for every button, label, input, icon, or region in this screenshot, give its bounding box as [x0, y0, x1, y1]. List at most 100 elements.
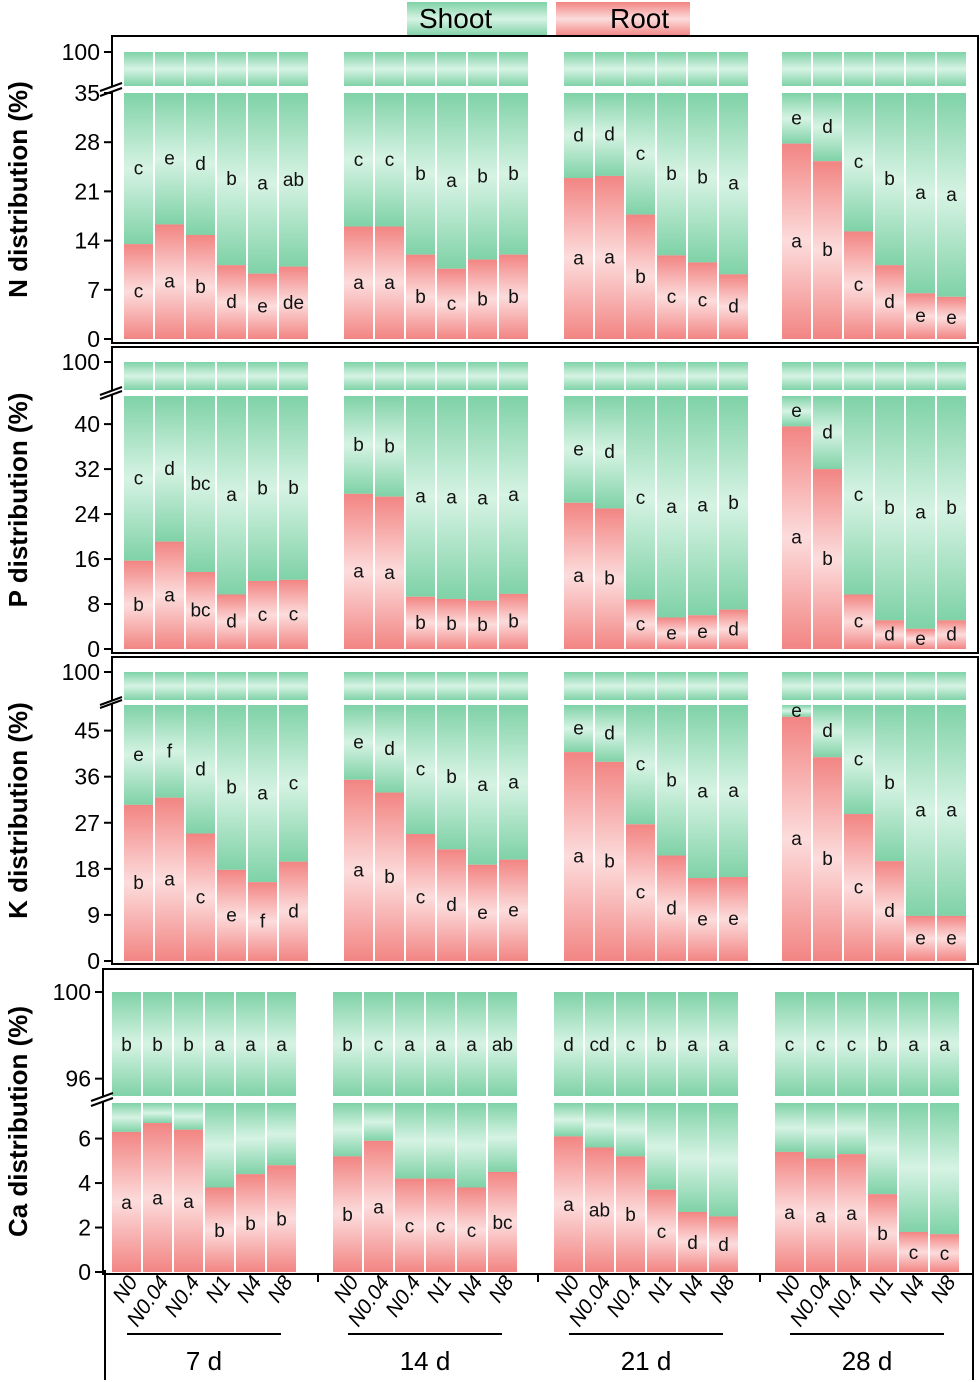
- x-category-label: N0.4: [602, 1272, 646, 1322]
- root-sig-letter: d: [226, 292, 237, 313]
- root-sig-letter: b: [195, 277, 206, 298]
- shoot-sig-letter: b: [384, 436, 395, 457]
- bar-shoot: [437, 705, 466, 850]
- time-point-label: 14 d: [400, 1346, 451, 1376]
- bar-shoot: [626, 705, 655, 825]
- bar-shoot-upper: [248, 52, 277, 86]
- root-sig-letter: c: [258, 605, 268, 626]
- bar-shoot: [186, 93, 215, 235]
- shoot-sig-letter: a: [214, 1035, 225, 1056]
- shoot-sig-letter: a: [415, 486, 426, 507]
- shoot-sig-letter: a: [508, 485, 519, 506]
- bar-root: [844, 594, 873, 649]
- y-tick-label: 100: [62, 349, 100, 375]
- bar-root: [406, 596, 435, 649]
- root-sig-letter: e: [697, 622, 708, 643]
- shoot-sig-letter: a: [477, 488, 488, 509]
- bar-root: [906, 628, 935, 649]
- bar-shoot-upper: [937, 672, 966, 700]
- root-sig-letter: a: [573, 847, 584, 868]
- shoot-sig-letter: b: [257, 478, 268, 499]
- root-sig-letter: d: [884, 901, 895, 922]
- y-tick-label: 100: [53, 979, 91, 1005]
- bar-shoot-upper: [813, 362, 842, 390]
- bar-root: [688, 615, 717, 649]
- bar-shoot-upper: [437, 672, 466, 700]
- shoot-sig-letter: a: [915, 183, 926, 204]
- bar-root: [468, 259, 497, 339]
- shoot-sig-letter: c: [416, 760, 426, 781]
- shoot-sig-letter: b: [666, 770, 677, 791]
- bar-shoot: [719, 93, 748, 275]
- time-point-label: 7 d: [186, 1346, 222, 1376]
- bar-root: [709, 1216, 738, 1272]
- bar-root: [217, 594, 246, 649]
- shoot-sig-letter: a: [466, 1035, 477, 1056]
- x-category-label: N0.4: [381, 1272, 425, 1322]
- axis-break-slash: [99, 699, 123, 709]
- shoot-sig-letter: b: [288, 478, 299, 499]
- bar-shoot: [248, 93, 277, 274]
- bar-shoot-upper: [186, 362, 215, 390]
- bar-root: [124, 560, 153, 649]
- shoot-sig-letter: c: [374, 1035, 384, 1056]
- legend-swatch-root: [556, 2, 690, 36]
- bar-shoot: [155, 396, 184, 542]
- shoot-sig-letter: a: [687, 1035, 698, 1056]
- panel-p: bcadbcbcdacbcbababbabababaaebdcceaeadbae…: [3, 346, 979, 662]
- bar-shoot: [468, 93, 497, 260]
- legend-label-root: Root: [610, 3, 669, 34]
- bar-shoot-upper: [554, 992, 583, 1096]
- shoot-sig-letter: a: [946, 185, 957, 206]
- root-sig-letter: e: [915, 306, 926, 327]
- bar-root: [344, 779, 373, 961]
- bar-shoot-upper: [468, 672, 497, 700]
- bar-shoot-upper: [499, 672, 528, 700]
- bar-root: [344, 226, 373, 339]
- bar-shoot-upper: [906, 362, 935, 390]
- root-sig-letter: a: [384, 273, 395, 294]
- axis-break-slash: [90, 1097, 114, 1107]
- root-sig-letter: b: [415, 287, 426, 308]
- shoot-sig-letter: e: [353, 732, 364, 753]
- y-axis-label: Ca distribution (%): [3, 1006, 33, 1237]
- bar-root: [112, 1131, 141, 1272]
- bar-shoot: [499, 93, 528, 255]
- bar-shoot: [906, 705, 935, 916]
- bar-root: [906, 293, 935, 339]
- bar-shoot-upper: [719, 362, 748, 390]
- bar-root: [375, 792, 404, 961]
- bar-shoot: [112, 1103, 141, 1132]
- root-sig-letter: a: [353, 860, 364, 881]
- axis-break-slash: [99, 386, 123, 396]
- root-sig-letter: a: [573, 249, 584, 270]
- bar-shoot: [344, 93, 373, 227]
- bar-shoot: [437, 93, 466, 269]
- bar-shoot-upper: [186, 52, 215, 86]
- root-sig-letter: b: [384, 867, 395, 888]
- shoot-sig-letter: e: [573, 439, 584, 460]
- bar-shoot-upper: [344, 52, 373, 86]
- bar-root: [174, 1129, 203, 1272]
- bar-shoot: [406, 396, 435, 597]
- bar-shoot-upper: [124, 672, 153, 700]
- bar-shoot-upper: [626, 52, 655, 86]
- bar-root: [279, 579, 308, 649]
- shoot-sig-letter: b: [508, 164, 519, 185]
- root-sig-letter: ab: [589, 1201, 610, 1222]
- bar-root: [868, 1194, 897, 1272]
- bar-root: [626, 599, 655, 649]
- root-sig-letter: bc: [492, 1213, 512, 1234]
- legend-swatch-shoot: [407, 2, 547, 36]
- y-tick-label: 4: [78, 1170, 91, 1196]
- axis-break-gap: [100, 701, 124, 704]
- bar-shoot-upper: [782, 362, 811, 390]
- shoot-sig-letter: a: [718, 1035, 729, 1056]
- root-sig-letter: b: [625, 1205, 636, 1226]
- panel-k: beafcdebfadcaebdccdbeaeaaebdccdbeaeaaebd…: [3, 656, 979, 974]
- axis-break-slash: [99, 390, 123, 400]
- shoot-sig-letter: e: [164, 149, 175, 170]
- bar-root: [937, 296, 966, 339]
- root-sig-letter: a: [573, 566, 584, 587]
- shoot-sig-letter: a: [728, 174, 739, 195]
